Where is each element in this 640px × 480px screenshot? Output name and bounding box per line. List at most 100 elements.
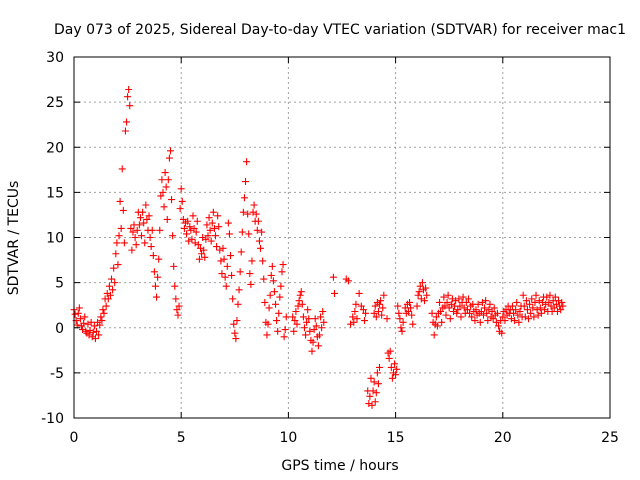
data-point [374,308,382,316]
data-point [459,293,467,301]
data-point [149,252,157,260]
data-point [329,273,337,281]
data-point [170,262,178,270]
data-point [526,300,534,308]
data-point [236,268,244,276]
data-point [151,282,159,290]
data-point [277,282,285,290]
data-point [125,85,133,93]
data-point [273,317,281,325]
data-point [396,315,404,323]
data-point [250,201,258,209]
data-point [190,224,198,232]
data-point [531,298,539,306]
data-point [168,196,176,204]
data-point [111,279,119,287]
data-point [261,298,269,306]
data-point [292,308,300,316]
data-point [227,252,235,260]
data-point [117,224,125,232]
data-point [153,293,161,301]
data-point [225,230,233,238]
data-point [224,219,232,227]
data-point [476,318,484,326]
data-point [367,374,375,382]
data-point [269,277,277,285]
data-point [218,270,226,278]
data-point [481,304,489,312]
data-point [275,309,283,317]
data-point [121,127,129,135]
data-point [391,360,399,368]
data-point [184,217,192,225]
data-point [206,226,214,234]
data-point [156,226,164,234]
data-point [306,327,314,335]
data-point [193,217,201,225]
data-point [91,335,99,343]
data-point [319,308,327,316]
data-point [232,335,240,343]
data-point [455,295,463,303]
x-tick-label: 20 [494,430,512,446]
data-point [142,201,150,209]
data-point [244,210,252,218]
data-point [378,311,386,319]
data-point [93,327,101,335]
data-point [187,226,195,234]
data-point [161,169,169,177]
data-point [501,317,509,325]
data-point [246,270,254,278]
data-point [532,291,540,299]
data-point [198,250,206,258]
data-point [240,194,248,202]
y-tick-label: 30 [46,50,64,66]
data-point [199,234,207,241]
data-point [243,158,251,166]
data-point [79,326,87,334]
data-point [191,239,199,247]
data-point [98,317,106,325]
data-point [280,333,288,341]
data-point [188,235,196,243]
data-point [105,282,113,290]
data-point [127,224,135,232]
data-point [466,309,474,317]
data-point [274,327,282,335]
data-point [259,257,267,265]
data-point [359,306,367,314]
data-point [194,241,202,249]
data-point [371,302,379,310]
data-point [148,226,156,234]
data-point [353,315,361,323]
y-tick-label: 25 [46,95,64,111]
data-point [214,212,222,220]
data-point [452,297,460,305]
data-point [537,309,545,317]
data-point [546,291,554,299]
data-point [150,268,158,276]
data-point [110,264,118,272]
data-point [315,331,323,339]
data-point [278,268,286,276]
grid [74,57,610,418]
data-point [449,308,457,316]
data-point [128,246,136,254]
x-tick-label: 15 [387,430,405,446]
data-point [421,297,429,305]
data-point [175,302,183,310]
data-point [178,197,186,205]
data-point [557,306,565,314]
data-point [406,298,414,306]
data-point [368,401,376,409]
data-point [113,239,121,247]
data-point [374,380,382,388]
data-point [212,232,220,240]
data-point [208,219,216,227]
data-point [351,308,359,316]
x-tick-label: 25 [601,430,619,446]
data-point [205,214,213,222]
data-point [352,300,360,308]
data-point [268,262,276,270]
data-point [376,300,384,308]
